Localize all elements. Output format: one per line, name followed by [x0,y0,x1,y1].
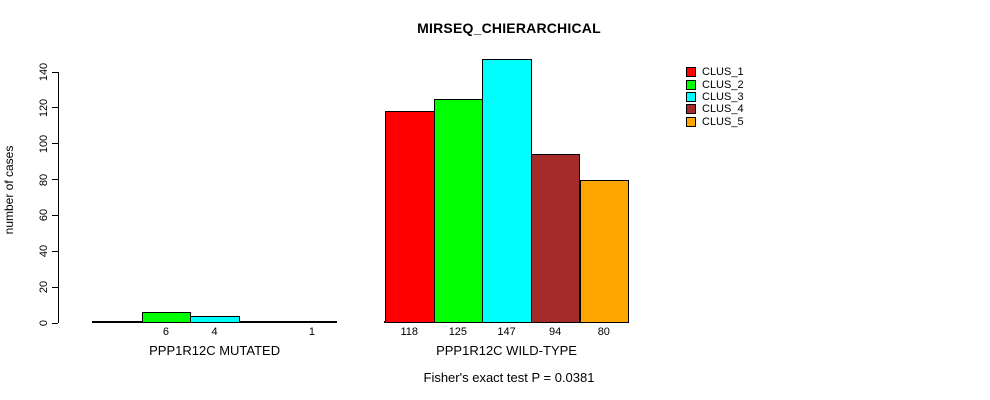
y-axis-line [58,72,59,323]
y-tick-mark-120 [52,107,58,109]
y-tick-label-140: 140 [38,62,50,82]
y-tick-mark-80 [52,179,58,181]
y-tick-label-40: 40 [38,245,50,258]
legend: CLUS_1 CLUS_2 CLUS_3 CLUS_4 CLUS_5 [686,66,744,128]
legend-item-CLUS_4: CLUS_4 [686,103,744,115]
legend-label: CLUS_1 [702,66,744,79]
bar-value-label-CLUS_4: 94 [549,326,562,338]
bar-value-label-CLUS_5: 1 [308,326,315,338]
y-tick-mark-40 [52,250,58,252]
y-tick-mark-20 [52,286,58,288]
bar-value-label-CLUS_2: 125 [448,326,468,338]
bar-CLUS_4-zero [238,321,288,323]
bar-CLUS_1-zero [93,321,142,323]
bar-CLUS_5 [579,180,630,323]
chart-title: MIRSEQ_CHIERARCHICAL [417,20,601,36]
legend-label: CLUS_4 [702,103,744,116]
y-tick-label-60: 60 [38,209,50,222]
y-tick-mark-140 [52,71,58,73]
legend-item-CLUS_3: CLUS_3 [686,91,744,103]
legend-swatch-icon [686,79,696,90]
bar-value-label-CLUS_3: 4 [211,326,218,338]
bar-value-label-CLUS_2: 6 [162,326,170,338]
legend-swatch-icon [686,116,696,127]
legend-label: CLUS_3 [702,90,744,103]
bar-CLUS_3 [482,59,532,323]
group-label-1: PPP1R12C WILD-TYPE [436,343,577,358]
bar-CLUS_5 [287,321,338,323]
group-label-0: PPP1R12C MUTATED [149,343,281,358]
bar-value-label-CLUS_1: 118 [400,326,418,338]
legend-item-CLUS_2: CLUS_2 [686,78,744,91]
bar-CLUS_2 [433,99,484,323]
y-tick-label-100: 100 [38,134,50,153]
bar-value-label-CLUS_5: 80 [597,326,610,338]
fisher-test-caption: Fisher's exact test P = 0.0381 [423,370,595,385]
y-tick-label-80: 80 [38,173,50,186]
y-axis-title: number of cases [2,145,16,235]
bar-CLUS_2 [141,312,192,323]
legend-item-CLUS_5: CLUS_5 [686,116,744,128]
bar-CLUS_4 [530,154,581,323]
legend-swatch-icon [686,104,696,115]
y-tick-mark-60 [52,214,58,216]
y-tick-label-0: 0 [38,319,50,327]
y-tick-mark-0 [52,322,58,324]
legend-label: CLUS_2 [702,78,744,91]
y-tick-label-20: 20 [38,281,50,294]
legend-swatch-icon [686,91,696,102]
bar-CLUS_1 [384,111,435,323]
legend-swatch-icon [686,67,696,78]
bar-CLUS_3 [190,316,240,323]
bar-value-label-CLUS_3: 147 [497,326,516,338]
y-tick-mark-100 [52,143,58,145]
y-tick-label-120: 120 [38,98,50,118]
legend-label: CLUS_5 [702,115,744,128]
legend-item-CLUS_1: CLUS_1 [686,66,744,78]
